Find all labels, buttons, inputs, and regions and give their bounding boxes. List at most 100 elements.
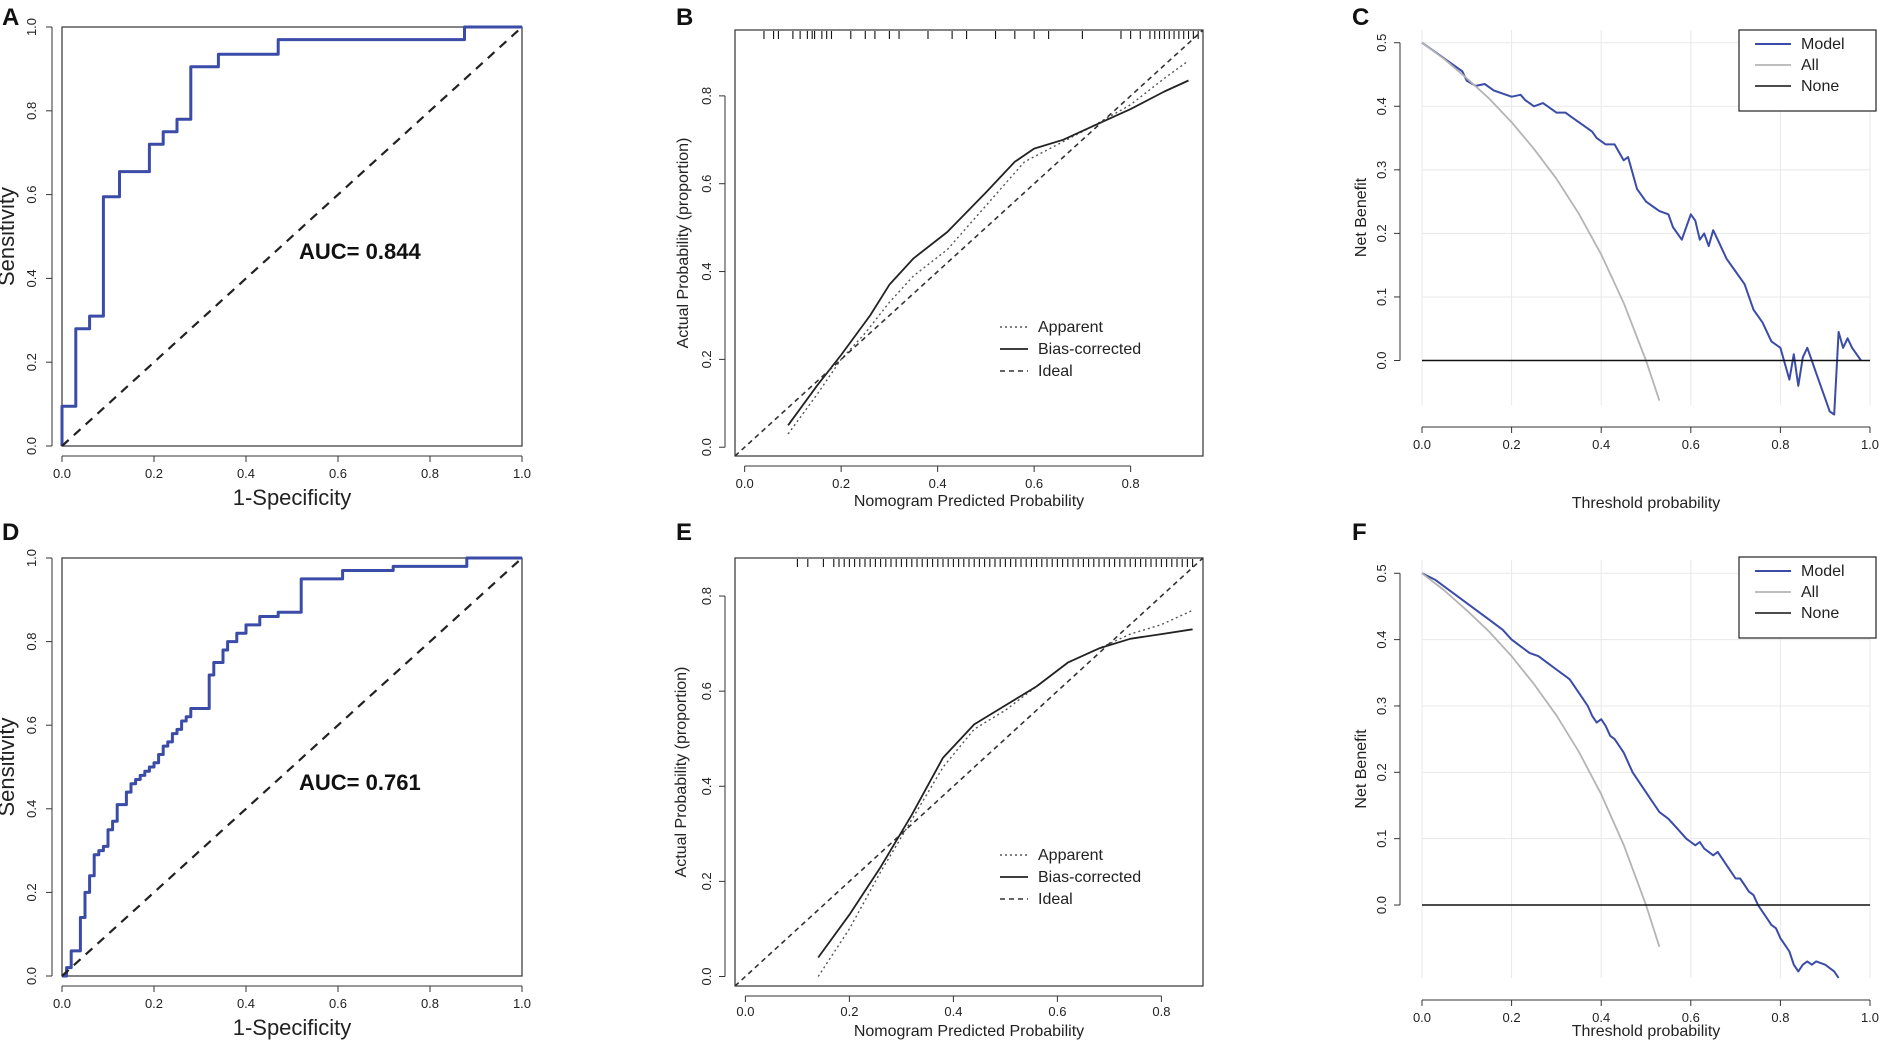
- x-tick-label: 0.6: [1682, 437, 1700, 452]
- y-tick-label: 0.0: [699, 967, 714, 985]
- y-tick-label: 0.6: [24, 186, 39, 204]
- legend-label: Bias-corrected: [1038, 341, 1141, 358]
- legend-label: Bias-corrected: [1038, 869, 1141, 886]
- series-reference-line: [61, 557, 523, 977]
- x-tick-label: 0.8: [421, 466, 439, 481]
- x-tick-label: 0.2: [1503, 437, 1521, 452]
- series-bias-corrected-line: [787, 79, 1189, 426]
- series-roc-line: [60, 25, 522, 446]
- x-tick-label: 0.8: [1771, 437, 1789, 452]
- x-tick-label: 0.4: [929, 476, 947, 491]
- series-ideal-line: [734, 29, 1204, 457]
- x-tick-label: 0.6: [329, 996, 347, 1011]
- x-tick-label: 0.0: [53, 996, 71, 1011]
- y-axis: 0.0 0.2 0.4 0.6 0.8 Actual Probability (propo…: [673, 587, 726, 986]
- legend-label: All: [1801, 584, 1819, 601]
- y-axis-title: Sensitivity: [0, 187, 19, 286]
- legend-label: None: [1801, 605, 1839, 622]
- x-axis-title: Nomogram Predicted Probability: [854, 493, 1084, 510]
- legend: Model All None: [1738, 29, 1877, 112]
- y-tick-label: 0.3: [1374, 161, 1389, 179]
- plot-frame: [734, 29, 1204, 457]
- series-reference-line: [61, 26, 523, 447]
- y-axis-title: Sensitivity: [0, 717, 19, 816]
- panel-label: D: [2, 519, 19, 546]
- x-tick-label: 0.0: [736, 1004, 754, 1019]
- y-tick-label: 0.2: [24, 883, 39, 901]
- y-tick-label: 0.0: [1374, 896, 1389, 914]
- panel-b: B 0.0 0.2 0.4 0.6 0.8 Nomogram Predicted Proba…: [675, 4, 1204, 510]
- x-tick-label: 0.0: [736, 476, 754, 491]
- x-tick-label: 0.6: [1048, 1004, 1066, 1019]
- panel-c: C 0.0 0.2 0.4 0.6 0.8 1.0 Threshold probability…: [1352, 4, 1879, 512]
- series-roc-line: [62, 556, 522, 978]
- x-tick-label: 0.2: [1503, 1010, 1521, 1025]
- y-axis: 0.0 0.1 0.2 0.3 0.4 0.5 Net Benefit: [1353, 564, 1401, 914]
- x-tick-label: 0.4: [237, 466, 255, 481]
- y-axis-title: Net Benefit: [1353, 177, 1370, 257]
- y-tick-label: 1.0: [24, 18, 39, 36]
- y-tick-label: 0.2: [1374, 763, 1389, 781]
- y-axis: 0.0 0.1 0.2 0.3 0.4 0.5 Net Benefit: [1353, 34, 1401, 370]
- y-tick-label: 0.4: [699, 263, 714, 281]
- y-tick-label: 0.1: [1374, 830, 1389, 848]
- plot-frame: [61, 557, 523, 977]
- x-axis-title: 1-Specificity: [233, 1015, 352, 1040]
- y-tick-label: 0.6: [24, 716, 39, 734]
- panel-e: E 0.0 0.2 0.4 0.6 0.8 Nomogram Predicted Proba…: [673, 519, 1204, 1040]
- x-tick-label: 0.2: [145, 996, 163, 1011]
- x-axis: 0.0 0.2 0.4 0.6 0.8 Nomogram Predicted Probab…: [736, 465, 1140, 510]
- x-axis-title: Threshold probability: [1572, 1023, 1721, 1040]
- y-tick-label: 0.8: [699, 587, 714, 605]
- x-tick-label: 0.0: [1413, 1010, 1431, 1025]
- rug: [796, 559, 1194, 567]
- x-axis-title: 1-Specificity: [233, 485, 352, 510]
- x-tick-label: 1.0: [1861, 1010, 1879, 1025]
- y-tick-label: 0.8: [24, 102, 39, 120]
- x-tick-label: 0.4: [1592, 437, 1610, 452]
- x-axis-title: Threshold probability: [1572, 495, 1721, 512]
- y-tick-label: 0.8: [699, 87, 714, 105]
- x-tick-label: 0.8: [1771, 1010, 1789, 1025]
- x-axis: 0.0 0.2 0.4 0.6 0.8 1.0 Threshold probability: [1413, 426, 1879, 512]
- rug: [763, 31, 1199, 39]
- x-axis: 0.0 0.2 0.4 0.6 0.8 1.0 1-Specificity: [53, 455, 531, 510]
- series-model-line: [1421, 41, 1862, 416]
- y-tick-label: 1.0: [24, 549, 39, 567]
- legend: Apparent Bias-corrected Ideal: [1000, 847, 1141, 908]
- y-tick-label: 0.6: [699, 682, 714, 700]
- legend-label: Model: [1801, 36, 1845, 53]
- y-axis-title: Actual Probability (proportion): [673, 667, 690, 878]
- auc-annotation: AUC= 0.844: [299, 239, 421, 264]
- x-axis: 0.0 0.2 0.4 0.6 0.8 1.0 1-Specificity: [53, 985, 531, 1040]
- y-axis: 0.0 0.2 0.4 0.6 0.8 1.0 Sensitivity: [0, 18, 53, 455]
- y-tick-label: 0.0: [24, 967, 39, 985]
- legend-label: Apparent: [1038, 847, 1103, 864]
- legend: Apparent Bias-corrected Ideal: [1000, 319, 1141, 380]
- y-tick-label: 0.6: [699, 175, 714, 193]
- x-tick-label: 0.0: [1413, 437, 1431, 452]
- x-axis: 0.0 0.2 0.4 0.6 0.8 Nomogram Predicted Probab…: [736, 995, 1170, 1040]
- y-tick-label: 0.4: [24, 800, 39, 818]
- y-tick-label: 0.5: [1374, 34, 1389, 52]
- y-axis: 0.0 0.2 0.4 0.6 0.8 Actual Probability (propo…: [675, 87, 726, 456]
- y-tick-label: 0.4: [24, 269, 39, 287]
- x-tick-label: 1.0: [513, 996, 531, 1011]
- legend-label: Ideal: [1038, 363, 1073, 380]
- series-all-line: [1421, 572, 1661, 948]
- x-tick-label: 0.2: [840, 1004, 858, 1019]
- panel-label: E: [676, 519, 692, 546]
- y-tick-label: 0.4: [1374, 631, 1389, 649]
- y-tick-label: 0.2: [1374, 224, 1389, 242]
- y-tick-label: 0.4: [699, 777, 714, 795]
- series-model-line: [1421, 572, 1840, 979]
- y-tick-label: 0.5: [1374, 564, 1389, 582]
- x-tick-label: 0.6: [1682, 1010, 1700, 1025]
- series-bias-corrected-line: [817, 628, 1193, 959]
- y-tick-label: 0.3: [1374, 697, 1389, 715]
- legend-label: All: [1801, 57, 1819, 74]
- x-tick-label: 0.4: [1592, 1010, 1610, 1025]
- panel-a: A0.0 0.2 0.4 0.6 0.8 1.01-Specificity0.00.20.…: [0, 4, 531, 510]
- series-all-line: [1421, 41, 1661, 401]
